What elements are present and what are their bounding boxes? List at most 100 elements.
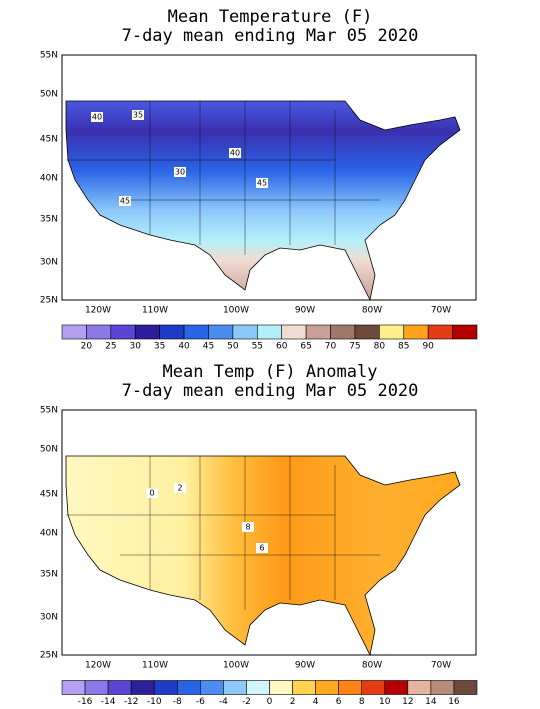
- contour-label-bg: [174, 483, 186, 493]
- colorbar-box: [61, 324, 87, 340]
- colorbar-box: [403, 324, 429, 340]
- colorbar-label: -16: [78, 697, 93, 707]
- lon-label: 110W: [142, 306, 168, 316]
- colorbar-box: [208, 324, 234, 340]
- contour-label-bg: [229, 148, 241, 158]
- colorbar-box: [110, 324, 136, 340]
- colorbar-label: 25: [105, 342, 116, 352]
- lon-label: 120W: [85, 661, 111, 671]
- lon-label: 120W: [85, 306, 111, 316]
- panel-title: Mean Temp (F) Anomaly: [163, 362, 378, 382]
- colorbar-label: 6: [336, 697, 342, 707]
- colorbar-label: 50: [227, 342, 239, 352]
- lat-label: 30N: [40, 258, 58, 268]
- colorbar-box: [292, 680, 316, 695]
- colorbar-box: [86, 324, 112, 340]
- colorbar-box: [379, 324, 405, 340]
- lat-label: 45N: [40, 135, 58, 145]
- colorbar-box: [107, 680, 132, 695]
- lon-label: 90W: [295, 661, 315, 671]
- colorbar-label: -12: [124, 697, 139, 707]
- colorbar-label: 10: [379, 697, 391, 707]
- lat-label: 45N: [40, 490, 58, 500]
- state-lines: [66, 456, 380, 610]
- colorbar-box: [269, 680, 293, 695]
- colorbar-box: [183, 324, 209, 340]
- lat-label: 30N: [40, 613, 58, 623]
- colorbar-label: 14: [425, 697, 437, 707]
- colorbar-label: 75: [349, 342, 360, 352]
- colorbar-box: [453, 680, 478, 695]
- lon-label: 80W: [362, 306, 382, 316]
- colorbar-box: [256, 324, 283, 340]
- colorbar-label: -6: [196, 697, 205, 707]
- colorbar-label: 65: [300, 342, 311, 352]
- lon-label: 100W: [223, 306, 249, 316]
- contour-label-bg: [174, 167, 186, 177]
- contour-label: 35: [133, 111, 143, 120]
- colorbar-box: [153, 680, 178, 695]
- panel-title: 7-day mean ending Mar 05 2020: [122, 381, 419, 401]
- lat-label: 55N: [40, 406, 58, 416]
- contour-label-bg: [256, 178, 268, 188]
- colorbar-label: 55: [252, 342, 263, 352]
- lat-label: 25N: [40, 296, 58, 306]
- contour-label-bg: [146, 488, 158, 498]
- colorbar-label: -14: [101, 697, 116, 707]
- contour-label-bg: [132, 110, 144, 120]
- contour-label: 40: [230, 149, 240, 158]
- colorbar-label: 0: [267, 697, 273, 707]
- colorbar-box: [452, 324, 478, 340]
- lon-label: 90W: [295, 306, 315, 316]
- lat-label: 50N: [40, 90, 58, 100]
- colorbar-box: [430, 680, 455, 695]
- contour-label: 0: [149, 489, 154, 498]
- lat-label: 35N: [40, 215, 58, 225]
- colorbar-box: [305, 324, 331, 340]
- colorbar-box: [200, 680, 224, 695]
- colorbar-box: [427, 324, 453, 340]
- colorbar-label: 16: [448, 697, 460, 707]
- colorbar-label: 40: [178, 342, 190, 352]
- colorbar-box: [384, 680, 409, 695]
- contour-label-bg: [242, 522, 254, 532]
- contour-label-bg: [91, 112, 103, 122]
- contour-label: 45: [120, 197, 130, 206]
- lon-label: 80W: [362, 661, 382, 671]
- colorbar-box: [246, 680, 270, 695]
- contour-label: 6: [259, 544, 264, 553]
- contour-label: 8: [245, 523, 250, 532]
- colorbar-label: 12: [402, 697, 413, 707]
- contour-label: 45: [257, 179, 267, 188]
- colorbar-box: [130, 680, 155, 695]
- lat-label: 55N: [40, 51, 58, 61]
- colorbar-box: [134, 324, 160, 340]
- panel-title: 7-day mean ending Mar 05 2020: [122, 26, 419, 46]
- lon-label: 110W: [142, 661, 168, 671]
- colorbar-box: [361, 680, 386, 695]
- us-field: [65, 100, 461, 302]
- contour-label: 40: [92, 113, 102, 122]
- lon-label: 70W: [431, 306, 451, 316]
- map-panel: Mean Temperature (F)7-day mean ending Ma…: [40, 7, 478, 352]
- lat-label: 50N: [40, 445, 58, 455]
- lat-label: 40N: [40, 529, 58, 539]
- colorbar-box: [338, 680, 363, 695]
- contour-label-bg: [119, 196, 131, 206]
- colorbar-box: [281, 324, 307, 340]
- panel-title: Mean Temperature (F): [168, 7, 373, 27]
- colorbar-box: [159, 324, 185, 340]
- colorbar-label: 45: [203, 342, 214, 352]
- lat-label: 25N: [40, 651, 58, 661]
- contour-label-bg: [256, 543, 268, 553]
- colorbar-box: [330, 324, 356, 340]
- colorbar-box: [61, 680, 86, 695]
- colorbar-label: 80: [374, 342, 386, 352]
- colorbar-label: 70: [325, 342, 337, 352]
- colorbar-box: [84, 680, 109, 695]
- contour-label: 2: [177, 484, 182, 493]
- contour-label: 30: [175, 168, 185, 177]
- colorbar-box: [354, 324, 380, 340]
- colorbar-label: -8: [173, 697, 182, 707]
- colorbar-label: 8: [359, 697, 365, 707]
